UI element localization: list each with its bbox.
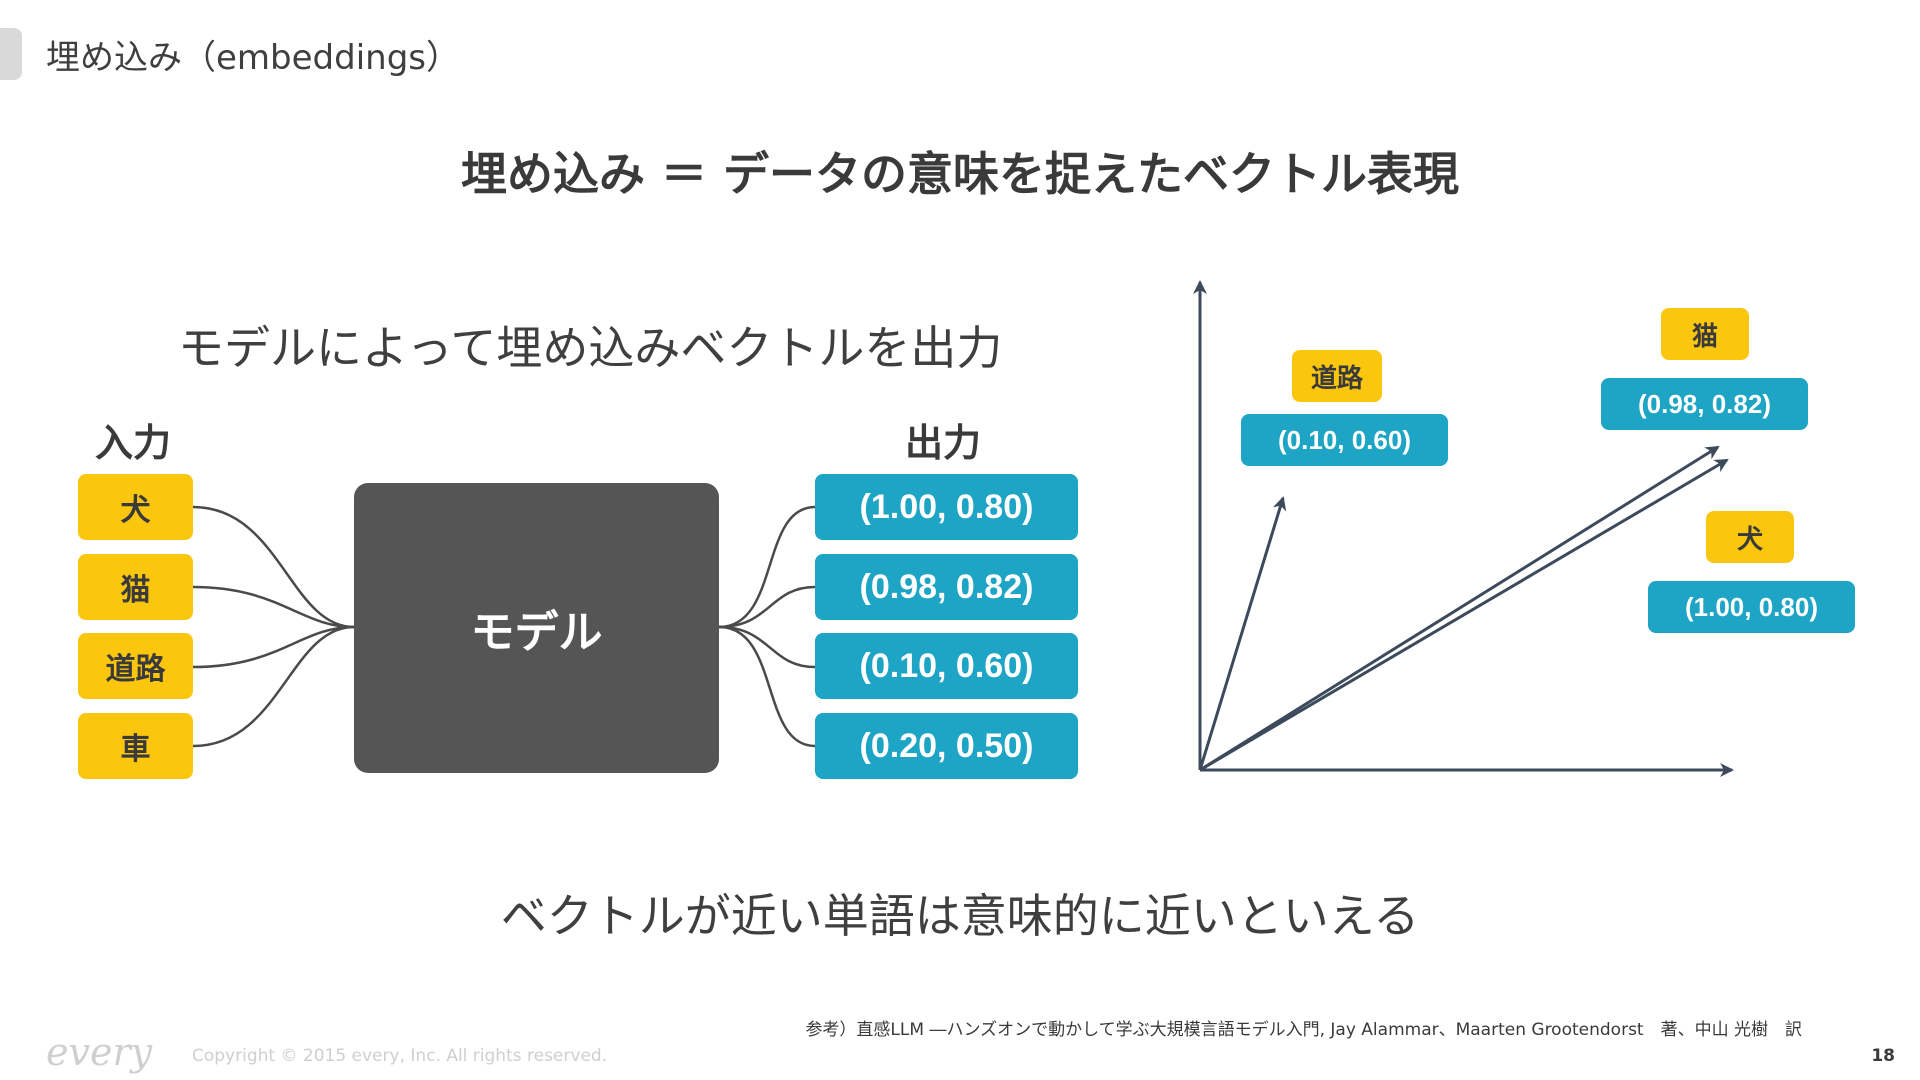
- company-logo: every: [46, 1030, 153, 1074]
- input-box-road: 道路: [78, 633, 193, 699]
- connector-input-1: [192, 505, 355, 629]
- plot-coords-dog: (1.00, 0.80): [1648, 581, 1855, 633]
- copyright-notice: Copyright © 2015 every, Inc. All rights …: [192, 1046, 608, 1066]
- conclusion-text: ベクトルが近い単語は意味的に近いといえる: [500, 889, 1420, 943]
- slide-header-title: 埋め込み（embeddings）: [46, 38, 460, 78]
- input-column-label: 入力: [95, 421, 172, 465]
- connector-input-2: [192, 585, 355, 629]
- vector-arrow-dog: [1199, 458, 1729, 772]
- plot-label-cat: 猫: [1661, 308, 1749, 360]
- page-number: 18: [1871, 1046, 1895, 1066]
- output-vector-1: (1.00, 0.80): [815, 474, 1078, 540]
- output-vector-3: (0.10, 0.60): [815, 633, 1078, 699]
- connector-input-3: [192, 625, 355, 669]
- plot-label-dog: 犬: [1706, 511, 1794, 563]
- vector-arrow-road: [1198, 496, 1287, 771]
- model-block: モデル: [354, 483, 719, 773]
- output-column-label: 出力: [905, 421, 982, 465]
- input-box-cat: 猫: [78, 554, 193, 620]
- plot-coords-road: (0.10, 0.60): [1241, 414, 1448, 466]
- connector-input-4: [192, 625, 355, 748]
- input-box-car: 車: [78, 713, 193, 779]
- output-vector-2: (0.98, 0.82): [815, 554, 1078, 620]
- connector-output-4: [718, 625, 816, 748]
- connector-output-1: [718, 505, 816, 629]
- connector-output-2: [718, 585, 816, 629]
- diagram-subtitle: モデルによって埋め込みベクトルを出力: [178, 321, 1003, 375]
- vector-arrow-cat: [1199, 445, 1720, 772]
- connector-output-3: [718, 625, 816, 669]
- header-tab-marker: [0, 28, 22, 80]
- plot-coords-cat: (0.98, 0.82): [1601, 378, 1808, 430]
- reference-citation: 参考）直感LLM ―ハンズオンで動かして学ぶ大規模言語モデル入門, Jay Al…: [805, 1020, 1802, 1040]
- plot-label-road: 道路: [1292, 350, 1382, 402]
- input-box-dog: 犬: [78, 474, 193, 540]
- slide-headline: 埋め込み ＝ データの意味を捉えたベクトル表現: [460, 147, 1460, 201]
- output-vector-4: (0.20, 0.50): [815, 713, 1078, 779]
